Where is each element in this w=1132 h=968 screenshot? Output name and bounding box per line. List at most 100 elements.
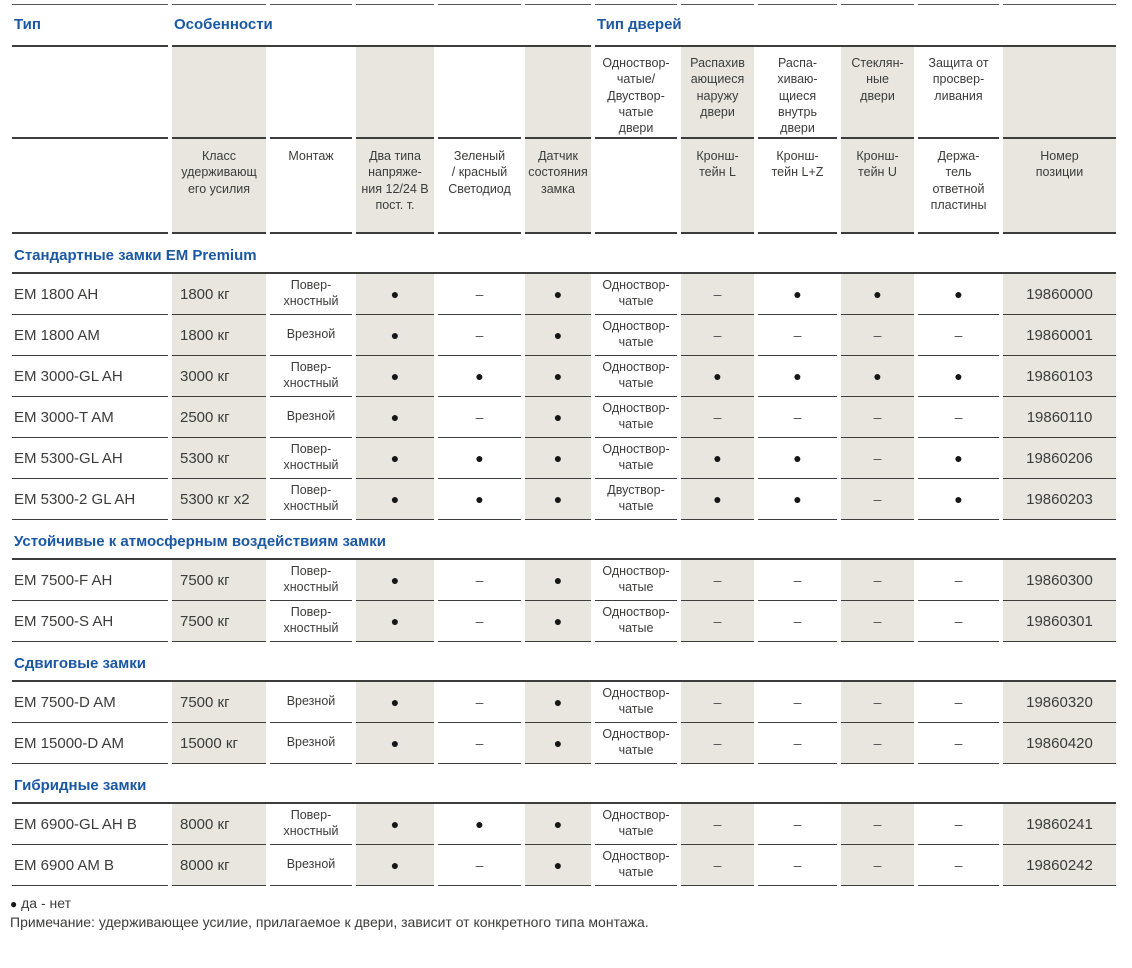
door-type-cell: Двуствор- чатые	[595, 479, 677, 520]
footnote: Примечание: удерживающее усилие, прилага…	[10, 914, 649, 930]
mount-cell: Повер- хностный	[270, 601, 352, 642]
force-cell: 8000 кг	[172, 845, 266, 886]
sensor-mark: ●	[525, 560, 591, 601]
bracket-l-mark: –	[681, 723, 754, 764]
table-row: EM 1800 AM 1800 кг Врезной ● – ● Одноствор- ча…	[12, 315, 1116, 356]
door-type-glass: Стеклян- ные двери	[841, 47, 914, 139]
force-cell: 8000 кг	[172, 804, 266, 845]
door-type-cell: Одноствор- чатые	[595, 438, 677, 479]
strike-holder-mark: ●	[918, 356, 999, 397]
table-row: EM 3000-T AM 2500 кг Врезной ● – ● Одноствор- …	[12, 397, 1116, 438]
type-cell: EM 5300-GL AH	[12, 438, 168, 479]
rule-segment	[438, 4, 521, 8]
strike-holder-mark: –	[918, 804, 999, 845]
table-row: EM 15000-D AM 15000 кг Врезной ● – ● Одноствор…	[12, 723, 1116, 764]
lock-spec-page: Тип Особенности Тип дверей Одноствор- ча…	[8, 4, 1122, 930]
section-row: Стандартные замки EM Premium	[12, 234, 1116, 274]
rule-segment	[841, 4, 914, 8]
type-cell: EM 7500-D AM	[12, 682, 168, 723]
legend: ● да - нет	[10, 895, 1122, 911]
type-cell: EM 7500-F AH	[12, 560, 168, 601]
bracket-u-mark: –	[841, 560, 914, 601]
type-cell: EM 1800 AM	[12, 315, 168, 356]
force-cell: 1800 кг	[172, 315, 266, 356]
band-spacer-cell	[525, 47, 591, 139]
bracket-l-mark: ●	[681, 438, 754, 479]
bracket-u-mark: ●	[841, 274, 914, 315]
force-cell: 15000 кг	[172, 723, 266, 764]
door-type-cell: Одноствор- чатые	[595, 682, 677, 723]
rule-segment	[595, 4, 677, 8]
door-type-cell: Одноствор- чатые	[595, 397, 677, 438]
door-type-cell: Одноствор- чатые	[595, 723, 677, 764]
bracket-l-mark: –	[681, 601, 754, 642]
mount-cell: Врезной	[270, 723, 352, 764]
lock-spec-table: Тип Особенности Тип дверей Одноствор- ча…	[8, 4, 1120, 886]
force-cell: 3000 кг	[172, 356, 266, 397]
bracket-l-mark: –	[681, 397, 754, 438]
part-number-cell: 19860320	[1003, 682, 1116, 723]
force-cell: 1800 кг	[172, 274, 266, 315]
sensor-mark: ●	[525, 479, 591, 520]
mount-cell: Врезной	[270, 682, 352, 723]
voltage-mark: ●	[356, 315, 434, 356]
sensor-mark: ●	[525, 601, 591, 642]
bracket-lz-mark: –	[758, 723, 837, 764]
sensor-mark: ●	[525, 274, 591, 315]
sensor-mark: ●	[525, 845, 591, 886]
bracket-lz-mark: –	[758, 845, 837, 886]
column-group-type: Тип	[12, 8, 168, 47]
part-number-cell: 19860242	[1003, 845, 1116, 886]
led-mark: ●	[438, 804, 521, 845]
table-row: EM 1800 AH 1800 кг Повер- хностный ● – ● Однос…	[12, 274, 1116, 315]
strike-holder-mark: –	[918, 682, 999, 723]
band-spacer-cell	[270, 47, 352, 139]
bracket-lz-mark: ●	[758, 356, 837, 397]
mount-cell: Повер- хностный	[270, 560, 352, 601]
led-mark: ●	[438, 356, 521, 397]
type-cell: EM 6900 AM B	[12, 845, 168, 886]
mount-cell: Врезной	[270, 397, 352, 438]
col-header-lock-sensor: Датчик состояния замка	[525, 139, 591, 234]
band-spacer-cell	[356, 47, 434, 139]
col-header-led: Зеленый / красный Светодиод	[438, 139, 521, 234]
rule-segment	[172, 4, 266, 8]
band-spacer-cell	[438, 47, 521, 139]
type-cell: EM 3000-GL AH	[12, 356, 168, 397]
group-header-row: Тип Особенности Тип дверей	[12, 8, 1116, 47]
col-header-bracket-u: Кронш- тейн U	[841, 139, 914, 234]
table-row: EM 6900 AM B 8000 кг Врезной ● – ● Одноствор- …	[12, 845, 1116, 886]
sensor-mark: ●	[525, 804, 591, 845]
col-header-bracket-l: Кронш- тейн L	[681, 139, 754, 234]
sensor-mark: ●	[525, 723, 591, 764]
bracket-u-mark: ●	[841, 356, 914, 397]
col-header-dual-voltage: Два типа напряже- ния 12/24 В пост. т.	[356, 139, 434, 234]
table-row: EM 7500-D AM 7500 кг Врезной ● – ● Одноствор- …	[12, 682, 1116, 723]
col-header-part-number: Номер позиции	[1003, 139, 1116, 234]
mount-cell: Повер- хностный	[270, 274, 352, 315]
type-cell: EM 3000-T AM	[12, 397, 168, 438]
bracket-u-mark: –	[841, 479, 914, 520]
strike-holder-mark: –	[918, 601, 999, 642]
force-cell: 5300 кг x2	[172, 479, 266, 520]
part-number-cell: 19860110	[1003, 397, 1116, 438]
voltage-mark: ●	[356, 682, 434, 723]
table-row: EM 5300-GL AH 5300 кг Повер- хностный ● ● ● Од…	[12, 438, 1116, 479]
part-number-cell: 19860301	[1003, 601, 1116, 642]
mount-cell: Повер- хностный	[270, 356, 352, 397]
force-cell: 7500 кг	[172, 560, 266, 601]
rule-segment	[356, 4, 434, 8]
door-type-cell: Одноствор- чатые	[595, 845, 677, 886]
led-mark: –	[438, 315, 521, 356]
bracket-l-mark: –	[681, 315, 754, 356]
led-mark: –	[438, 274, 521, 315]
voltage-mark: ●	[356, 438, 434, 479]
force-cell: 7500 кг	[172, 601, 266, 642]
mount-cell: Врезной	[270, 315, 352, 356]
voltage-mark: ●	[356, 804, 434, 845]
led-mark: –	[438, 560, 521, 601]
door-type-inward: Распа- хиваю- щиеся внутрь двери	[758, 47, 837, 139]
band-spacer-cell	[595, 139, 677, 234]
section-title: Стандартные замки EM Premium	[12, 234, 1116, 274]
led-mark: –	[438, 845, 521, 886]
